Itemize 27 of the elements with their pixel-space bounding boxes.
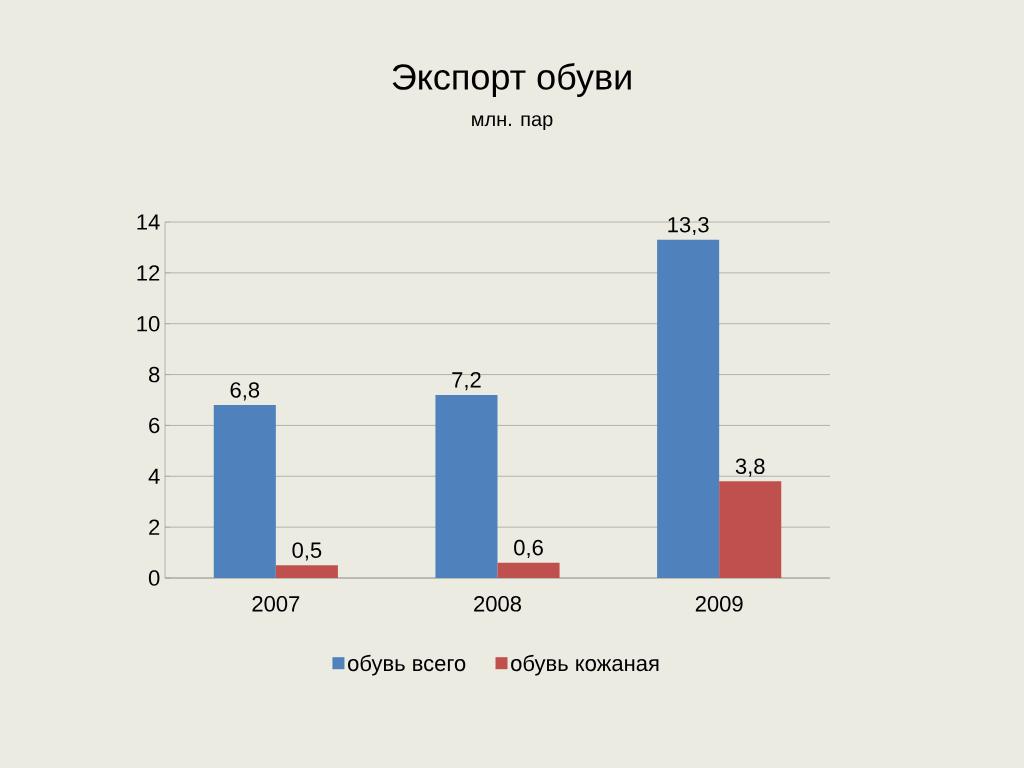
bar [275, 565, 338, 578]
y-tick-label: 12 [137, 265, 160, 281]
data-label: 0,6 [514, 539, 543, 559]
x-tick-label: 2009 [695, 596, 743, 612]
data-label: 6,8 [230, 382, 260, 401]
y-tick-label: 4 [148, 468, 160, 484]
y-tick-label: 14 [137, 214, 160, 230]
y-tick-label: 2 [149, 519, 160, 535]
legend-label: обувь всего [348, 654, 466, 676]
bar [657, 239, 720, 578]
chart-title: Экспорт обуви [392, 63, 631, 97]
data-label: 3,8 [735, 458, 765, 477]
bar [435, 394, 498, 578]
bar [719, 481, 782, 578]
y-tick-label: 6 [149, 417, 160, 434]
data-label: 13,3 [668, 216, 709, 236]
data-label: 7,2 [452, 372, 481, 391]
x-tick-label: 2008 [474, 596, 521, 612]
chart-subtitle: млн. пар [472, 115, 553, 131]
data-label: 0,5 [292, 542, 322, 561]
bar [497, 562, 560, 578]
y-tick-label: 0 [148, 570, 160, 586]
bar [213, 405, 276, 578]
legend-label: обувь кожаная [511, 654, 659, 676]
y-tick-label: 10 [137, 315, 160, 332]
x-tick-label: 2007 [252, 596, 300, 612]
y-tick-label: 8 [149, 366, 160, 383]
